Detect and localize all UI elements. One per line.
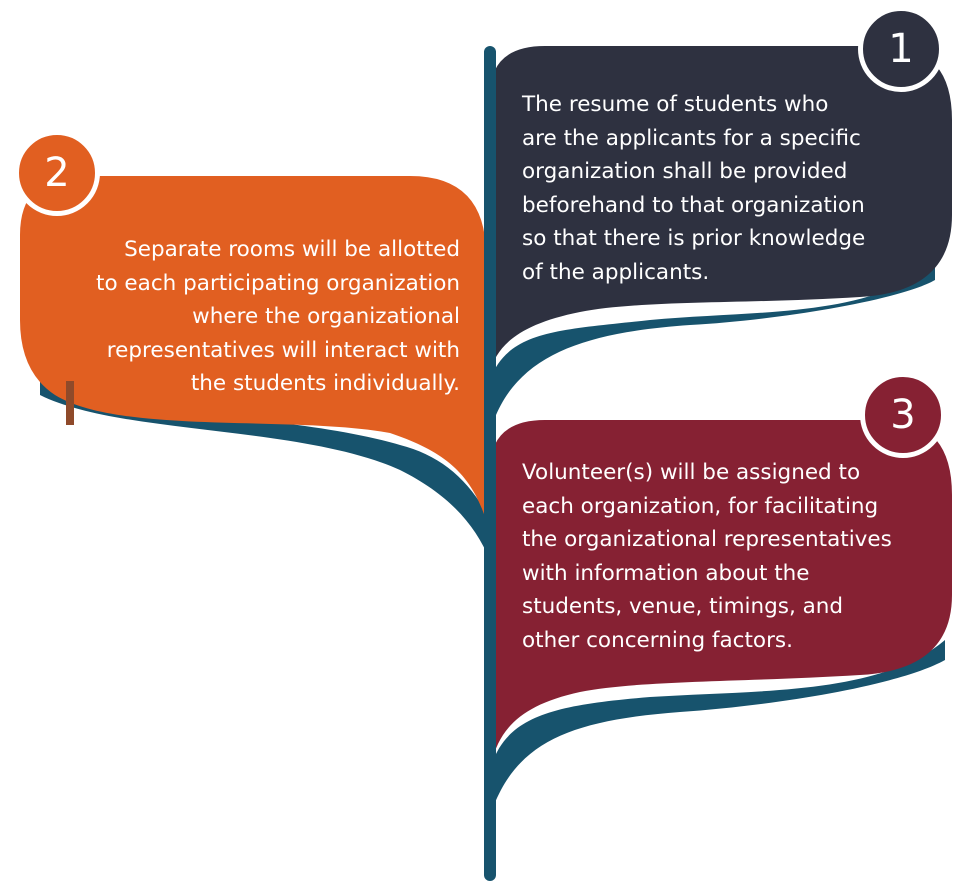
step-3-line: the organizational representatives xyxy=(522,527,892,552)
step-1-number-badge: 1 xyxy=(858,6,944,92)
step-2-line: Separate rooms will be allotted xyxy=(124,237,460,262)
step-2-line: to each participating organization xyxy=(96,270,460,296)
step-2-text: Separate rooms will be allotted to each … xyxy=(30,233,460,401)
step-3-number-badge: 3 xyxy=(860,372,946,458)
step-1-line: beforehand to that organization xyxy=(522,192,865,218)
step-3-line: students, venue, timings, and xyxy=(522,594,844,619)
step-3-line: other concerning factors. xyxy=(522,627,793,653)
step-2-number-badge: 2 xyxy=(14,130,100,216)
leaf-3-shadow xyxy=(490,640,945,805)
leaf-1 xyxy=(490,46,952,372)
step-1-line: of the applicants. xyxy=(522,259,710,285)
step-1-text: The resume of students who are the appli… xyxy=(522,88,865,289)
step-1-line: are the applicants for a specific xyxy=(522,125,861,151)
leaf-1-shadow xyxy=(490,262,935,420)
step-3-line: with information about the xyxy=(522,560,810,586)
leaf-2-tick xyxy=(66,381,74,425)
step-3-line: each organization, for facilitating xyxy=(522,493,879,519)
step-1-line: so that there is prior knowledge xyxy=(522,226,866,251)
step-3-line: Volunteer(s) will be assigned to xyxy=(522,460,861,485)
step-2-line: where the organizational xyxy=(192,304,460,329)
leaf-3 xyxy=(490,420,952,770)
step-1-line: The resume of students who xyxy=(522,92,829,117)
step-1-line: organization shall be provided xyxy=(522,159,848,184)
leaf-2 xyxy=(20,176,486,520)
step-2-line: representatives will interact with xyxy=(106,337,460,363)
step-3-text: Volunteer(s) will be assigned to each or… xyxy=(522,456,892,657)
step-2-line: the students individually. xyxy=(190,371,460,396)
